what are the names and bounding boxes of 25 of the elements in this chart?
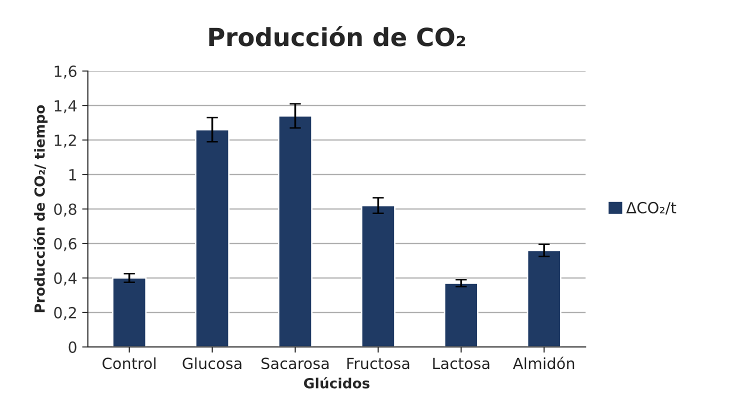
y-axis-title: Producción de CO₂/ tiempo	[34, 105, 48, 312]
y-tick-label: 1,6	[54, 66, 76, 79]
bar	[112, 277, 147, 347]
x-tick-label: Lactosa	[433, 358, 490, 370]
bar	[360, 204, 396, 347]
x-axis-title: Glúcidos	[304, 377, 370, 388]
chart-title: Producción de CO₂	[209, 26, 466, 46]
x-tick-label: Sacarosa	[262, 358, 329, 370]
bar	[194, 128, 230, 347]
y-tick-label: 0,6	[54, 238, 76, 252]
x-tick-label: Almidón	[512, 356, 574, 370]
y-tick-label: 0	[68, 341, 76, 353]
y-tick-label: 0,8	[54, 203, 76, 217]
y-tick-label: 0,4	[54, 272, 77, 286]
x-tick-label: Control	[102, 357, 156, 370]
x-tick-label: Glucosa	[182, 357, 242, 370]
x-tick-label: Fructosa	[347, 358, 410, 370]
y-tick-label: 1	[69, 169, 76, 180]
bar	[526, 250, 562, 347]
bar	[444, 282, 478, 347]
y-tick-label: 0,2	[54, 306, 76, 320]
y-tick-label: 1,4	[54, 100, 77, 114]
legend-label: ΔCO₂/t	[626, 202, 676, 215]
bar	[278, 115, 313, 347]
y-tick-label: 1,2	[54, 134, 76, 148]
